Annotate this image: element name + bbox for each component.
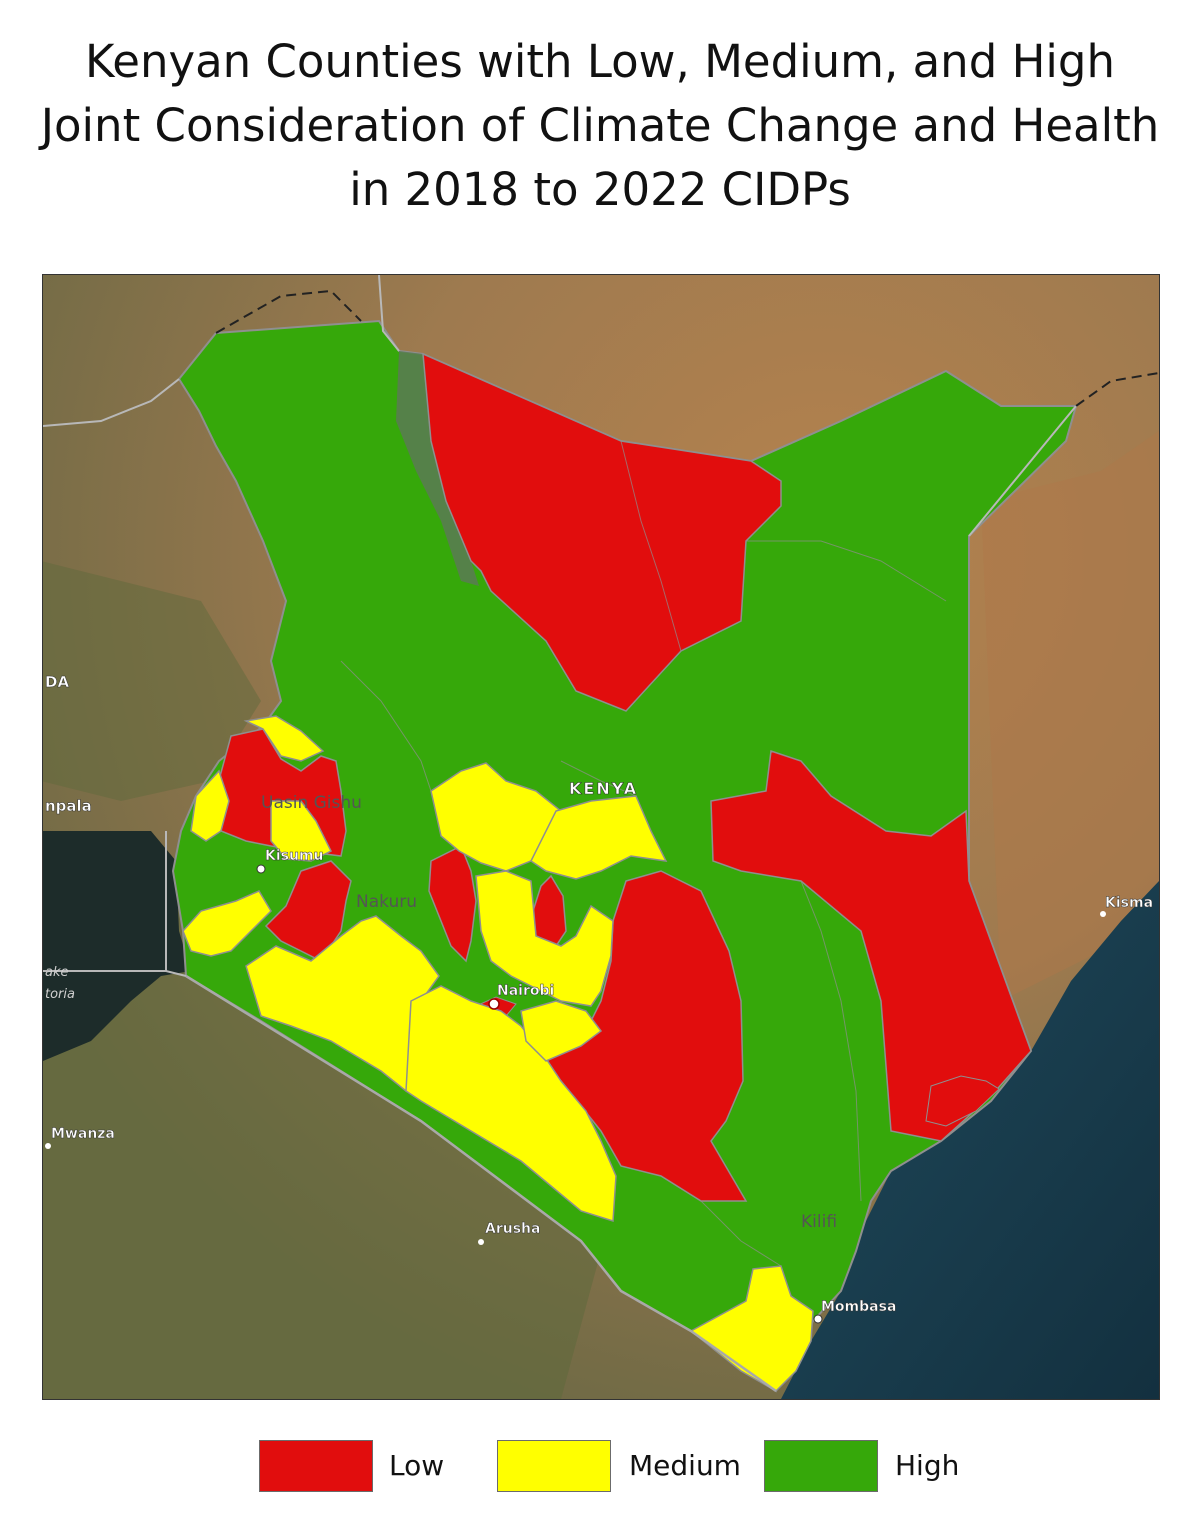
- label-nakuru: Nakuru: [356, 892, 417, 912]
- label-kismayo: Kisma: [1105, 895, 1153, 911]
- title-line-2: Joint Consideration of Climate Change an…: [40, 99, 1160, 152]
- county-medium-kwale[interactable]: [689, 1265, 814, 1392]
- legend-swatch-low: [259, 1440, 373, 1492]
- county-low-lamu[interactable]: [925, 1075, 1000, 1127]
- kismayo-marker: [1100, 911, 1106, 917]
- county-border-1: [620, 440, 682, 652]
- label-mwanza: Mwanza: [51, 1126, 115, 1142]
- title-line-1: Kenyan Counties with Low, Medium, and Hi…: [84, 35, 1115, 88]
- indian-ocean: [781, 881, 1159, 1399]
- label-uganda: DA: [45, 673, 69, 691]
- label-uasin-gishu: Uasin Gishu: [261, 793, 362, 813]
- mwanza-marker: [45, 1143, 51, 1149]
- legend-label-low: Low: [389, 1449, 445, 1482]
- label-mombasa: Mombasa: [821, 1299, 896, 1315]
- county-low-kitui[interactable]: [539, 870, 748, 1202]
- county-low-marsabit[interactable]: [422, 352, 782, 712]
- uganda-vegetation: [43, 561, 261, 801]
- legend-label-high: High: [895, 1449, 960, 1482]
- county-low-nyandarua[interactable]: [428, 844, 477, 963]
- county-border-2: [746, 540, 947, 602]
- label-kampala: npala: [45, 797, 92, 815]
- legend: Low Medium High: [0, 1440, 1200, 1496]
- map-canvas: KENYA Uasin Gishu Kisumu Nakuru Nairobi …: [43, 275, 1159, 1399]
- county-medium-isiolo-south[interactable]: [530, 795, 668, 880]
- county-medium-machakos[interactable]: [520, 1000, 603, 1062]
- label-kenya: KENYA: [569, 779, 638, 798]
- mombasa-marker: [813, 1314, 823, 1324]
- arusha-marker: [478, 1239, 484, 1245]
- county-medium-bungoma[interactable]: [190, 769, 230, 842]
- border-uganda-north: [43, 378, 180, 427]
- label-arusha: Arusha: [485, 1221, 540, 1237]
- county-medium-west-pokot[interactable]: [243, 715, 325, 762]
- legend-swatch-medium: [497, 1440, 611, 1492]
- map-title: Kenyan Counties with Low, Medium, and Hi…: [0, 30, 1200, 222]
- label-nairobi: Nairobi: [497, 983, 554, 999]
- nairobi-marker: [488, 998, 500, 1010]
- border-somalia: [968, 405, 1077, 537]
- lake-victoria: [43, 831, 191, 1061]
- somalia-terrain: [981, 431, 1159, 1001]
- county-border-5: [340, 660, 432, 792]
- legend-swatch-high: [764, 1440, 878, 1492]
- county-border-4: [700, 1200, 782, 1267]
- kisumu-marker: [256, 864, 266, 874]
- county-medium-central-highlands[interactable]: [475, 870, 614, 1007]
- title-line-3: in 2018 to 2022 CIDPs: [349, 163, 851, 216]
- county-medium-uasin-gishu[interactable]: [270, 800, 333, 862]
- county-medium-homa-bay[interactable]: [182, 890, 272, 957]
- label-kisumu: Kisumu: [265, 848, 324, 864]
- county-border-6: [560, 760, 637, 797]
- southwest-vegetation: [43, 861, 601, 1399]
- border-tanzania: [185, 974, 777, 1393]
- county-medium-narok[interactable]: [245, 915, 440, 1093]
- border-south-sudan: [215, 289, 362, 334]
- legend-label-medium: Medium: [629, 1449, 741, 1482]
- county-border-3: [800, 880, 862, 1202]
- label-kilifi: Kilifi: [801, 1212, 837, 1232]
- label-lake-victoria-1: ake: [45, 965, 69, 980]
- label-lake-victoria-2: toria: [45, 987, 75, 1002]
- border-ethiopia: [378, 275, 400, 352]
- map-panel[interactable]: KENYA Uasin Gishu Kisumu Nakuru Nairobi …: [42, 274, 1160, 1400]
